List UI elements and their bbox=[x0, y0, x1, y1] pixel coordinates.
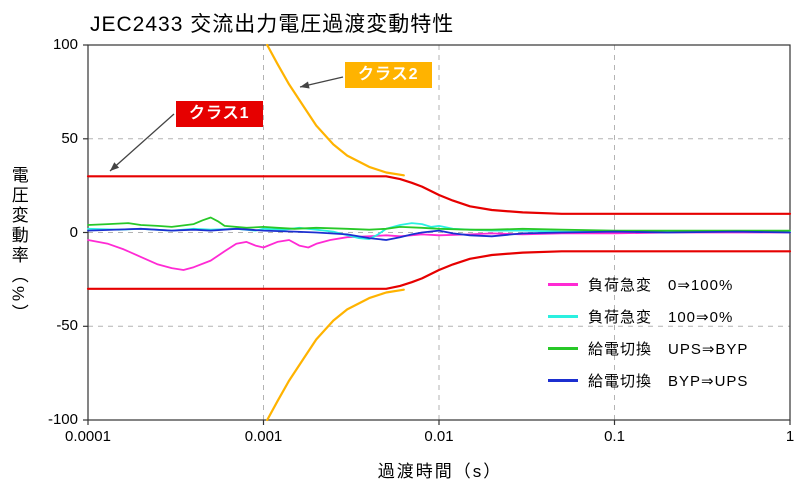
x-tick-label: 1 bbox=[785, 428, 795, 445]
x-tick-label: 0.1 bbox=[604, 428, 625, 445]
y-tick-label: -100 bbox=[47, 411, 78, 428]
legend-swatch bbox=[548, 314, 578, 318]
legend-swatch bbox=[548, 282, 578, 286]
legend-label: 給電切換 BYP⇒UPS bbox=[588, 372, 749, 390]
class2-annotation-label: クラス2 bbox=[358, 66, 419, 83]
legend-swatch bbox=[548, 346, 578, 350]
limit-line bbox=[266, 43, 405, 177]
class1-annotation-label: クラス1 bbox=[189, 105, 250, 122]
legend-item: 給電切換 BYP⇒UPS bbox=[548, 364, 748, 396]
legend-label: 給電切換 UPS⇒BYP bbox=[588, 340, 749, 358]
series-line bbox=[87, 216, 791, 232]
annotation-arrowhead bbox=[110, 162, 120, 171]
chart-title: JEC2433 交流出力電圧過渡変動特性 bbox=[90, 13, 455, 36]
legend-label: 負荷急変 0⇒100% bbox=[588, 276, 734, 294]
annotation-arrow bbox=[109, 113, 175, 172]
legend-item: 負荷急変 100⇒0% bbox=[548, 300, 748, 332]
x-tick-label: 0.01 bbox=[424, 428, 454, 445]
y-tick-label: 100 bbox=[52, 36, 78, 53]
series-line bbox=[87, 231, 791, 271]
y-tick-label: 0 bbox=[69, 223, 78, 241]
legend-item: 給電切換 UPS⇒BYP bbox=[548, 332, 748, 364]
legend-swatch bbox=[548, 378, 578, 382]
class2-annotation-box: クラス2 bbox=[345, 62, 432, 88]
limit-line bbox=[86, 250, 792, 290]
y-axis-label: 電圧変動率（%） bbox=[8, 166, 28, 325]
class1-annotation-box: クラス1 bbox=[176, 101, 263, 127]
y-tick-label: -50 bbox=[56, 317, 78, 335]
x-tick-label: 0.001 bbox=[244, 428, 283, 445]
legend-label: 負荷急変 100⇒0% bbox=[588, 308, 734, 326]
y-tick-label: 50 bbox=[61, 129, 78, 147]
limit-line bbox=[86, 175, 792, 215]
legend: 負荷急変 0⇒100% 負荷急変 100⇒0% 給電切換 UPS⇒BYP 給電切換 B… bbox=[548, 268, 748, 396]
legend-item: 負荷急変 0⇒100% bbox=[548, 268, 748, 300]
series-line bbox=[87, 227, 791, 241]
limit-line bbox=[266, 288, 405, 422]
x-tick-label: 0.0001 bbox=[65, 428, 111, 445]
annotation-arrowhead bbox=[300, 81, 310, 89]
x-axis-label: 過渡時間（s） bbox=[377, 462, 503, 481]
